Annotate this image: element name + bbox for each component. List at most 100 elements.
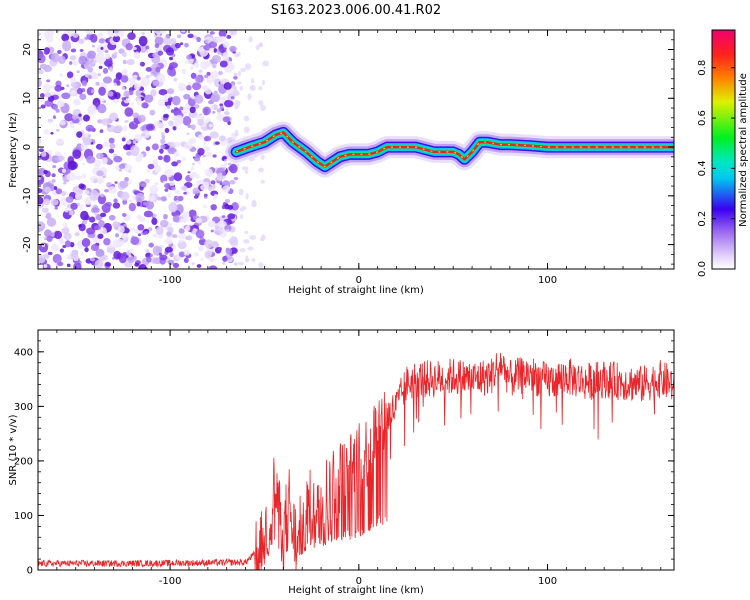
noise-speckle — [65, 196, 74, 204]
noise-speckle — [61, 227, 70, 235]
noise-speckle — [164, 238, 173, 245]
noise-speckle — [38, 53, 46, 64]
noise-speckle — [203, 193, 208, 197]
noise-speckle — [157, 50, 164, 56]
figure-title: S163.2023.006.00.41.R02 — [271, 3, 441, 18]
noise-speckle — [137, 233, 142, 237]
noise-speckle — [162, 180, 167, 184]
noise-speckle — [98, 38, 106, 44]
noise-speckle — [164, 128, 170, 134]
noise-speckle — [208, 123, 214, 128]
noise-speckle — [146, 169, 151, 173]
noise-speckle — [61, 168, 67, 174]
noise-speckle — [66, 172, 76, 181]
noise-speckle — [158, 252, 163, 256]
noise-speckle — [174, 114, 184, 125]
noise-speckle — [157, 196, 162, 201]
noise-speckle — [167, 147, 177, 155]
noise-speckle — [210, 105, 214, 110]
noise-speckle — [132, 140, 136, 144]
spectral-ridge — [225, 121, 674, 178]
noise-speckle — [84, 196, 92, 206]
noise-speckle — [112, 35, 121, 43]
noise-speckle — [44, 237, 48, 241]
noise-speckle — [182, 185, 188, 192]
noise-speckle — [229, 236, 239, 246]
noise-speckle — [112, 239, 121, 248]
noise-speckle — [43, 83, 51, 93]
noise-speckle — [222, 255, 228, 262]
noise-speckle — [66, 263, 71, 268]
noise-speckle — [131, 227, 136, 232]
noise-speckle — [139, 81, 145, 88]
noise-speckle — [61, 190, 67, 197]
noise-speckle — [113, 51, 118, 56]
noise-speckle — [160, 132, 165, 136]
noise-speckle — [186, 85, 192, 91]
noise-speckle — [95, 143, 103, 150]
noise-speckle — [207, 220, 216, 228]
noise-speckle — [261, 79, 265, 86]
noise-speckle — [207, 185, 213, 191]
noise-speckle — [122, 51, 127, 58]
noise-speckle — [81, 231, 85, 236]
noise-speckle — [93, 159, 102, 168]
y-tick-label: 0 — [22, 144, 33, 150]
noise-speckle — [200, 257, 204, 261]
noise-speckle — [90, 89, 95, 94]
noise-speckle — [194, 63, 199, 68]
noise-speckle — [180, 42, 184, 46]
noise-speckle — [122, 59, 127, 65]
noise-speckle — [68, 210, 74, 216]
noise-speckle — [229, 179, 236, 185]
noise-speckle — [61, 92, 71, 100]
noise-speckle — [88, 216, 96, 223]
noise-speckle — [249, 235, 257, 240]
noise-speckle — [137, 114, 146, 123]
noise-speckle — [53, 186, 58, 190]
noise-speckle — [212, 197, 216, 200]
noise-speckle — [132, 74, 139, 81]
noise-speckle — [213, 78, 222, 88]
noise-speckle — [95, 81, 100, 86]
noise-speckle — [147, 163, 155, 170]
noise-speckle — [141, 102, 149, 109]
noise-speckle — [162, 36, 172, 45]
noise-speckle — [219, 60, 228, 68]
noise-speckle — [130, 102, 135, 106]
noise-speckle — [151, 217, 158, 226]
noise-speckle — [121, 137, 126, 142]
noise-speckle — [75, 175, 83, 181]
noise-speckle — [66, 71, 74, 79]
noise-speckle — [38, 32, 41, 36]
y-tick-label: 300 — [14, 402, 33, 413]
noise-speckle — [98, 86, 106, 96]
noise-speckle — [210, 180, 216, 185]
noise-speckle — [222, 261, 226, 265]
noise-speckle — [183, 249, 190, 256]
noise-speckle — [259, 42, 264, 48]
noise-speckle — [187, 33, 194, 39]
y-tick-label: 20 — [22, 43, 33, 56]
noise-speckle — [126, 58, 135, 66]
y-tick-label: 0 — [27, 566, 33, 577]
noise-speckle — [69, 55, 77, 61]
noise-speckle — [81, 238, 91, 248]
noise-speckle — [112, 202, 121, 209]
noise-speckle — [244, 230, 249, 235]
noise-speckle — [164, 188, 169, 192]
noise-speckle — [91, 44, 95, 48]
noise-speckle — [222, 172, 227, 176]
colorbar-label: Normalized spectral amplitude — [738, 73, 749, 227]
noise-speckle — [100, 98, 105, 102]
noise-speckle — [114, 181, 118, 184]
noise-speckle — [217, 220, 227, 229]
noise-speckle — [81, 80, 88, 87]
noise-speckle — [100, 46, 104, 50]
noise-speckle — [143, 231, 149, 235]
noise-speckle — [234, 104, 239, 110]
noise-speckle — [157, 246, 162, 253]
noise-speckle — [79, 49, 84, 52]
noise-speckle — [38, 153, 41, 156]
